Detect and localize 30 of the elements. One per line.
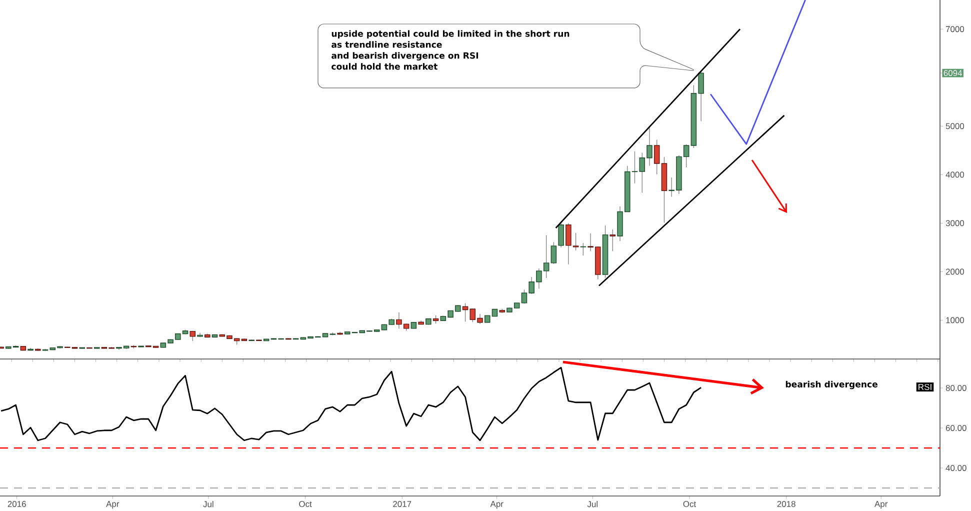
y-tick-label: 1000 <box>946 317 964 324</box>
x-tick-label: Oct <box>299 501 312 507</box>
x-tick-label: Apr <box>490 501 504 509</box>
x-tick-label: Oct <box>683 501 696 507</box>
x-tick-label: Apr <box>874 501 888 509</box>
x-tick-label: Jul <box>587 501 598 508</box>
x-tick-label: Jul <box>203 501 214 508</box>
y-tick-label: 3000 <box>946 220 964 226</box>
y-tick-label: 2000 <box>946 268 964 275</box>
y-tick-label: 7000 <box>946 26 964 32</box>
text: RSI <box>918 384 932 390</box>
y-tick-label: 40.00 <box>946 464 966 471</box>
candlestick <box>610 229 616 252</box>
y-tick-label: 80.00 <box>946 384 966 391</box>
candlestick <box>654 139 660 175</box>
y-tick-label: 60.00 <box>946 424 966 431</box>
y-tick-label: 4000 <box>946 172 964 178</box>
candlestick <box>462 302 468 322</box>
annotation: and bearish divergence on RSI <box>332 52 478 60</box>
annotation: upside potential could be limited in the short run <box>332 30 570 38</box>
annotation: could hold the market <box>332 63 438 70</box>
x-tick-label: 2016 <box>8 501 26 507</box>
y-tick-label: 5000 <box>946 123 964 130</box>
candlestick <box>580 242 586 256</box>
x-tick-label: Apr <box>106 501 120 509</box>
annotation: bearish divergence <box>786 380 878 390</box>
x-tick-label: 2018 <box>777 501 796 507</box>
x-tick-label: 2017 <box>393 501 412 507</box>
y-tick-label: 6094 <box>944 70 962 76</box>
annotation: as trendline resistance <box>332 41 442 48</box>
